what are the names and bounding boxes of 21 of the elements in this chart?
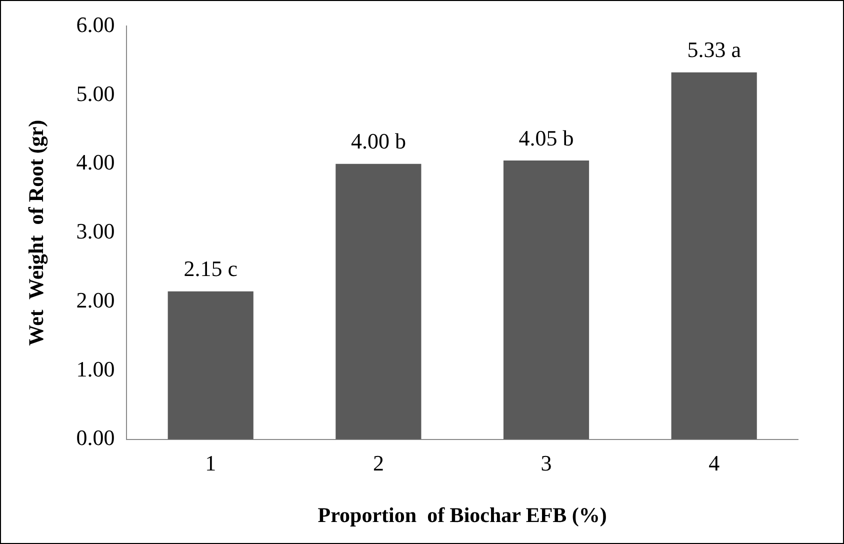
- y-tick-label: 0.00: [76, 425, 115, 450]
- bar: [671, 72, 757, 440]
- bar: [503, 160, 590, 440]
- data-label: 4.00 b: [350, 128, 406, 154]
- x-tick-label: 4: [708, 450, 720, 476]
- data-label: 4.05 b: [518, 125, 574, 150]
- x-tick-label: 3: [540, 450, 552, 476]
- x-tick-label: 1: [205, 450, 216, 476]
- y-tick-label: 2.00: [76, 287, 115, 312]
- bar: [168, 291, 254, 440]
- x-axis-title: Proportion of Biochar EFB (%): [318, 502, 607, 527]
- y-axis-title: Wet Weight of Root (gr): [24, 120, 48, 346]
- y-tick-label: 6.00: [76, 12, 115, 37]
- y-tick-label: 1.00: [76, 356, 115, 382]
- data-label: 5.33 a: [687, 37, 742, 62]
- y-tick-label: 4.00: [76, 150, 115, 175]
- y-tick-label: 3.00: [76, 218, 115, 244]
- bar: [336, 164, 422, 440]
- data-label: 2.15 c: [184, 256, 238, 282]
- x-tick-label: 2: [372, 450, 384, 476]
- y-tick-label: 5.00: [76, 80, 115, 106]
